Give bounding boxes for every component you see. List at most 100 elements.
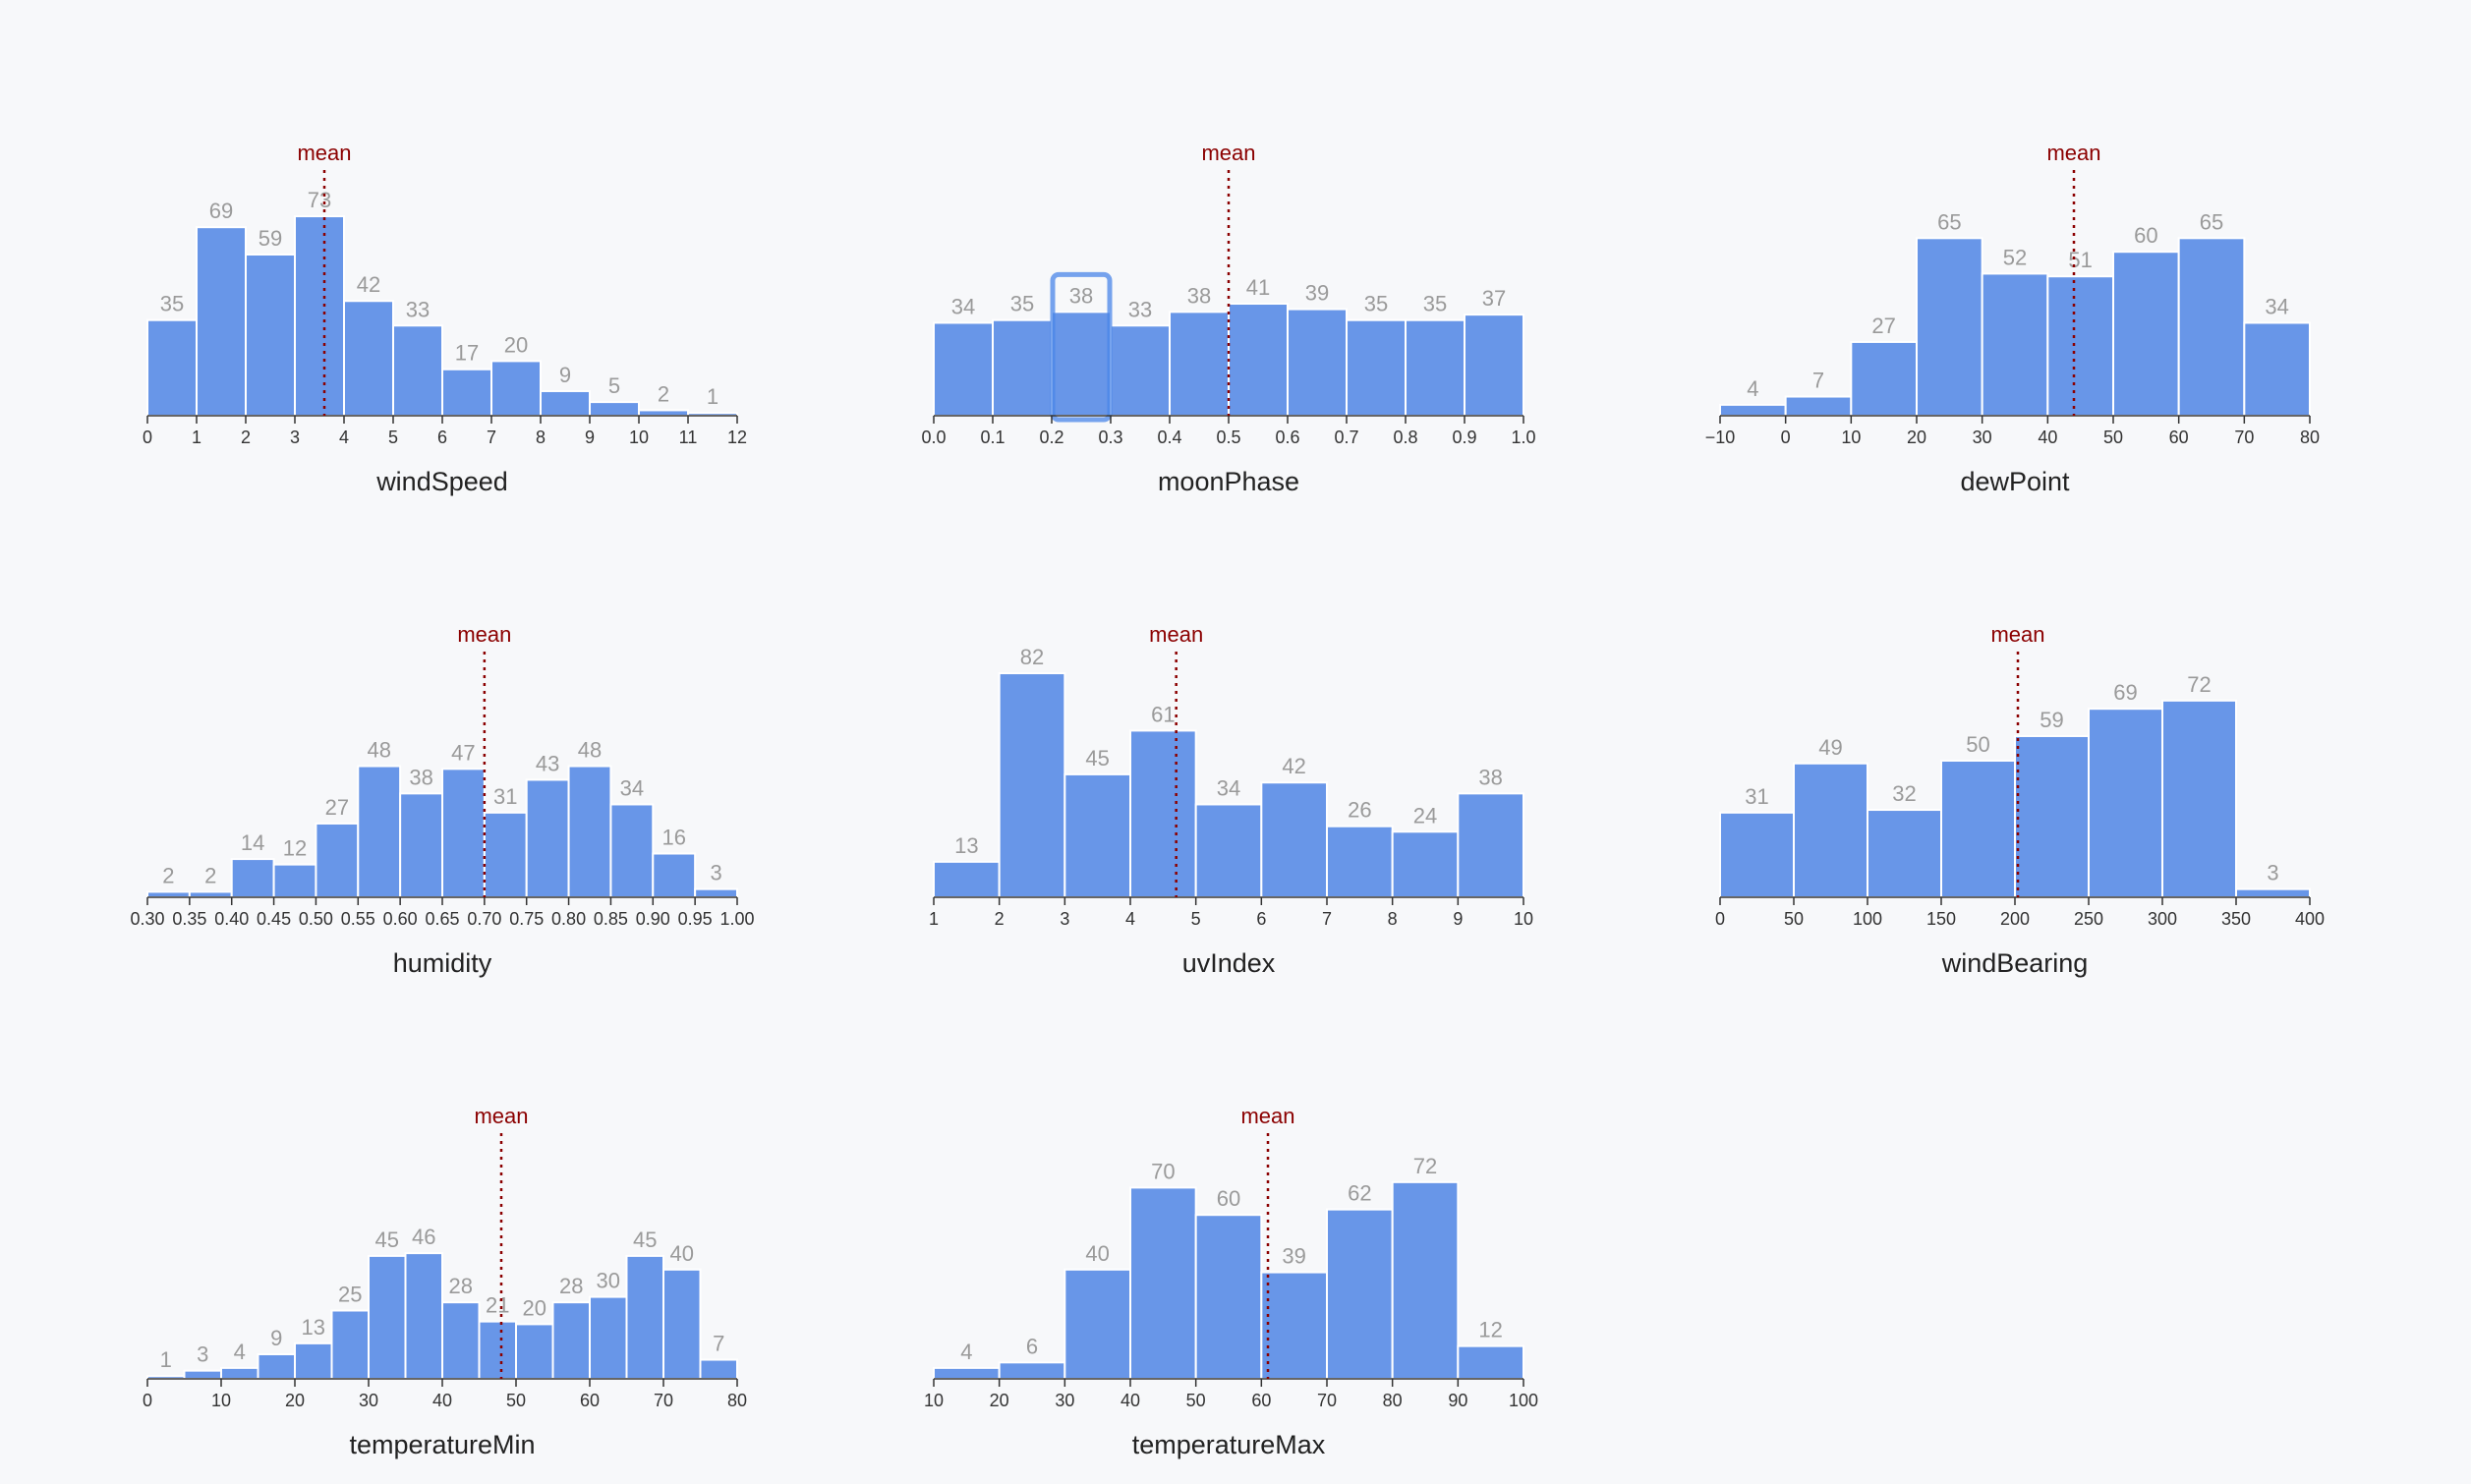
histogram-bar[interactable] [294,215,345,417]
histogram-bar[interactable] [1464,314,1524,418]
histogram-bar[interactable] [441,368,492,417]
x-tick-label: 0.90 [636,909,670,929]
histogram-bar[interactable] [589,1295,628,1380]
histogram-bar[interactable] [551,1301,591,1381]
histogram-bar[interactable] [1063,772,1132,899]
histogram-bar[interactable] [441,768,486,899]
histogram-bar[interactable] [589,401,640,418]
bar-count-label: 38 [1187,283,1211,308]
histogram-bar[interactable] [146,890,191,899]
histogram-bar[interactable] [933,860,1001,898]
histogram-bar[interactable] [515,1323,554,1381]
histogram-bar[interactable] [1793,762,1868,899]
histogram-bar[interactable] [478,1320,517,1380]
histogram-bar[interactable] [2112,251,2180,418]
histogram-bar[interactable] [1784,395,1853,418]
histogram-bar[interactable] [638,409,689,418]
histogram-bar[interactable] [1063,1268,1132,1381]
x-tick-label: 0.9 [1452,428,1476,447]
x-tick-label: 10 [1514,909,1533,929]
histogram-bar[interactable] [1850,340,1919,417]
histogram-bar[interactable] [245,253,296,418]
x-tick-label: 0.50 [299,909,333,929]
x-tick-label: 10 [629,428,649,447]
histogram-bar[interactable] [330,1309,370,1380]
histogram-bar[interactable] [1194,803,1263,898]
x-tick-label: 12 [727,428,747,447]
histogram-bar[interactable] [230,858,275,899]
histogram-bar[interactable] [699,1358,738,1381]
histogram-bar[interactable] [540,389,591,418]
histogram-bar[interactable] [1129,1186,1197,1381]
bar-count-label: 40 [670,1241,694,1266]
histogram-bar[interactable] [933,1366,1001,1381]
histogram-bar[interactable] [1719,403,1787,418]
histogram-bar[interactable] [567,765,612,898]
histogram-bar[interactable] [998,672,1066,898]
histogram-bar[interactable] [2014,734,2090,898]
histogram-bar[interactable] [441,1301,481,1381]
selected-bin-highlight[interactable] [1050,271,1113,423]
histogram-bar[interactable] [188,890,233,899]
histogram-bar[interactable] [1051,311,1112,417]
histogram-bar[interactable] [294,1341,333,1380]
histogram-bar[interactable] [146,318,198,418]
histogram-bar[interactable] [1260,781,1329,898]
histogram-bar[interactable] [257,1352,296,1380]
histogram-bar[interactable] [1260,1271,1329,1380]
x-tick-label: 30 [359,1391,378,1410]
histogram-bar[interactable] [404,1252,443,1380]
histogram-bar[interactable] [483,811,528,899]
histogram-bar[interactable] [2235,887,2311,898]
histogram-bar[interactable] [1228,303,1289,417]
histogram-bar[interactable] [1326,1208,1394,1381]
histogram-bar[interactable] [343,300,394,417]
histogram-bar[interactable] [1346,318,1407,418]
histogram-bar[interactable] [662,1268,702,1381]
mean-label: mean [297,141,351,165]
histogram-bar[interactable] [2088,708,2163,898]
bar-count-label: 41 [1246,275,1270,300]
histogram-bar[interactable] [1981,272,2049,417]
histogram-bar[interactable] [933,321,994,418]
histogram-bar[interactable] [1110,324,1171,418]
x-tick-label: 200 [2000,909,2030,929]
histogram-bar[interactable] [2243,321,2311,418]
histogram-bar[interactable] [1719,811,1795,899]
histogram-bar[interactable] [2177,237,2246,417]
histogram-bar[interactable] [368,1254,407,1381]
histogram-bar[interactable] [220,1366,259,1381]
histogram-bar[interactable] [1391,1180,1460,1380]
histogram-bar[interactable] [1391,830,1460,899]
histogram-bar[interactable] [399,792,443,898]
histogram-bar[interactable] [992,318,1053,418]
histogram-bar[interactable] [694,887,739,898]
histogram-bar[interactable] [652,852,697,899]
histogram-bar[interactable] [998,1361,1066,1380]
histogram-bar[interactable] [525,778,570,899]
histogram-bar[interactable] [392,324,443,418]
histogram-bar[interactable] [2046,275,2114,417]
histogram-windBearing: 31 49 32 50 59 69 72 3 0 50 100 150 200 250 300 350 400 w… [1715,622,2325,978]
histogram-bar[interactable] [2161,699,2237,899]
histogram-bar[interactable] [1169,311,1230,417]
histogram-bar[interactable] [1457,792,1525,898]
histogram-bar[interactable] [1867,809,1942,898]
histogram-bar[interactable] [1457,1344,1525,1381]
histogram-bar[interactable] [490,360,542,417]
histogram-bar[interactable] [1326,825,1394,898]
histogram-bar[interactable] [272,863,317,899]
histogram-bar[interactable] [1194,1214,1263,1380]
histogram-bar[interactable] [1287,308,1348,417]
histogram-bar[interactable] [183,1369,222,1381]
histogram-bar[interactable] [625,1254,664,1381]
bar-count-label: 35 [1010,292,1034,316]
histogram-bar[interactable] [357,765,402,898]
histogram-bar[interactable] [1129,729,1197,898]
histogram-bar[interactable] [1940,760,2016,898]
histogram-bar[interactable] [196,226,247,417]
histogram-bar[interactable] [1405,318,1465,418]
histogram-bar[interactable] [1916,237,1983,417]
histogram-bar[interactable] [315,822,360,898]
histogram-bar[interactable] [609,803,655,898]
